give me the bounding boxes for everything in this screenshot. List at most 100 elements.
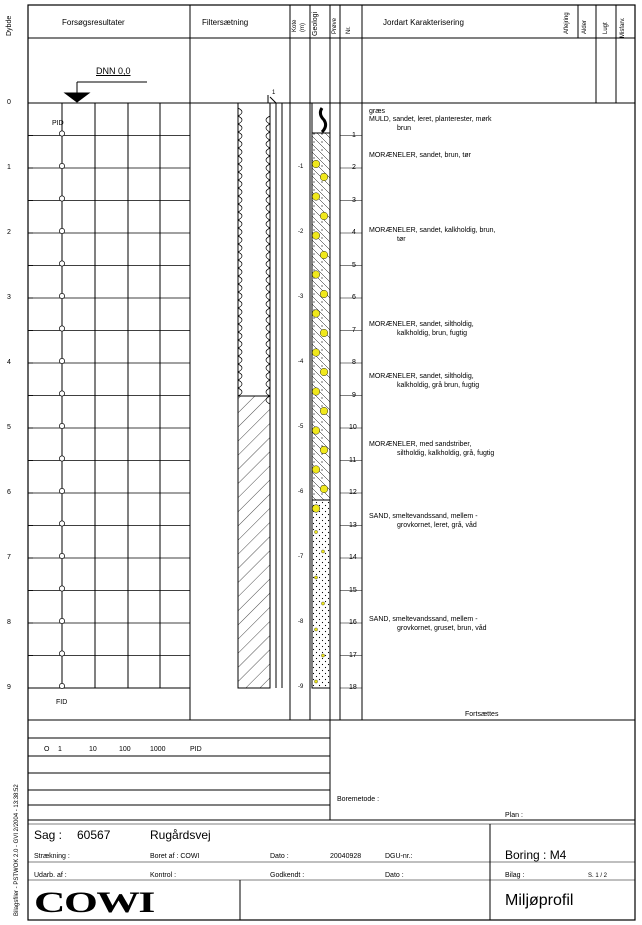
scale-unit: PID (190, 746, 202, 753)
forsog-header: Forsøgsresultater (62, 18, 125, 27)
udarb-label: Udarb. af : (34, 872, 67, 879)
filter-gravel-loop (237, 267, 243, 285)
depth-tick-label: 7 (7, 554, 11, 561)
filter-gravel-loop (265, 291, 271, 309)
location-name: Rugårdsvej (150, 828, 211, 842)
filter-gravel-loop (265, 163, 271, 181)
stone-marker (320, 250, 329, 259)
depth-tick-label: 9 (7, 684, 11, 691)
depth-tick-label: 0 (7, 99, 11, 106)
dato2-label: Dato : (385, 872, 404, 879)
sample-number: 16 (349, 619, 357, 626)
boret-af-label: Boret af : COWI (150, 853, 200, 860)
scale-value-10: 10 (89, 746, 97, 753)
soil-layer-description: MORÆNELER, sandet, siltholdig, kalkholdig… (369, 373, 480, 389)
depth-tick-label: 1 (7, 164, 11, 171)
filter-gravel-loop (265, 355, 271, 373)
filter-gravel-loop (265, 259, 271, 277)
filter-header: Filtersætning (202, 18, 249, 27)
kote-unit: (m) (300, 23, 306, 32)
dato-value: 20040928 (330, 853, 362, 860)
stone-marker (320, 407, 329, 416)
filter-gravel-loop (237, 155, 243, 173)
pid-top-label: PID (52, 120, 64, 127)
filter-gravel-loop (237, 331, 243, 349)
dgu-label: DGU-nr.: (385, 853, 413, 860)
sample-number: 18 (349, 684, 357, 691)
filter-gravel-loop (265, 195, 271, 213)
pid-reading-marker (59, 520, 65, 527)
pid-reading-marker (59, 325, 65, 332)
stone-marker (312, 231, 321, 240)
nr-header: Nr. (346, 26, 352, 34)
kote-tick-label: -1 (298, 164, 304, 170)
dybde-header: Dybde (6, 15, 13, 36)
soil-layer-description: MORÆNELER, sandet, siltholdig, kalkholdig… (369, 321, 474, 337)
kote-tick-label: -6 (298, 489, 304, 495)
pid-reading-marker (59, 455, 65, 462)
pid-reading-marker (59, 553, 65, 559)
soil-layer-description: MORÆNELER, sandet, brun, tør (369, 152, 471, 159)
gravel-marker (321, 653, 325, 658)
filter-gravel-loop (265, 131, 271, 149)
filter-gravel-loop (237, 139, 243, 157)
filter-gravel-loop (237, 171, 243, 189)
aflejring-header: Aflejring (564, 12, 570, 34)
gravel-marker (314, 627, 318, 632)
filter-gravel-loop (237, 123, 243, 141)
stone-marker (312, 504, 321, 513)
sheet-number: S. 1 / 2 (588, 873, 608, 879)
filter-gravel-loop (237, 187, 243, 205)
soil-layer-description: MORÆNELER, sandet, kalkholdig, brun, tør (369, 227, 496, 243)
stone-marker (312, 270, 321, 279)
kontrol-label: Kontrol : (150, 872, 177, 879)
filter-gravel-loop (237, 315, 243, 333)
sample-number: 11 (349, 456, 357, 464)
pid-reading-marker (59, 390, 65, 397)
side-stamp: Bilagsfiler - PSTWOK 2.0 - GVI 2/2004 - … (14, 784, 20, 916)
filter-gravel-loop (265, 211, 271, 229)
pid-reading-marker (59, 618, 65, 624)
depth-tick-label: 8 (7, 619, 11, 626)
sample-number: 17 (349, 651, 357, 659)
sample-number: 2 (352, 164, 356, 171)
jordart-header: Jordart Karakterisering (383, 18, 464, 27)
stone-marker (312, 465, 321, 474)
sample-number: 1 (352, 131, 356, 139)
stone-marker (320, 329, 329, 338)
pid-reading-marker (59, 488, 65, 494)
pid-reading-marker (59, 195, 65, 202)
kote-tick-label: -5 (298, 424, 304, 430)
stone-marker (312, 159, 321, 168)
sample-number: 6 (352, 294, 356, 301)
depth-tick-label: 5 (7, 424, 11, 431)
sample-number: 8 (352, 359, 356, 366)
stone-marker (320, 211, 329, 220)
stone-marker (320, 368, 329, 377)
kote-tick-label: -9 (298, 684, 304, 690)
sag-number: 60567 (77, 828, 111, 842)
alder-header: Alder (582, 19, 588, 34)
sample-number: 3 (352, 196, 356, 204)
lugt-header: Lugt (603, 22, 609, 34)
scale-circle: O (44, 746, 50, 753)
depth-tick-label: 3 (7, 294, 11, 301)
filter-gravel-loop (237, 379, 243, 397)
sample-number: 15 (349, 586, 357, 594)
dato-label: Dato : (270, 853, 289, 860)
misfarv-header: Misfarv. (620, 17, 626, 38)
pid-reading-marker (59, 358, 65, 364)
filter-gravel-loop (237, 363, 243, 381)
kote-header: Kote (292, 19, 298, 32)
filter-gravel-loop (237, 251, 243, 269)
stone-marker (320, 290, 329, 299)
filter-gravel-loop (237, 219, 243, 237)
godkendt-label: Godkendt : (270, 872, 305, 879)
document-title: Miljøprofil (505, 892, 574, 909)
sample-number: 7 (352, 326, 356, 334)
boring-label: Boring : M4 (505, 848, 567, 862)
stone-marker (320, 485, 329, 494)
sample-number: 9 (352, 391, 356, 399)
soil-layer-description: SAND, smeltevandssand, mellem - grovkorne… (369, 616, 487, 632)
filter-gravel-loop (237, 347, 243, 365)
